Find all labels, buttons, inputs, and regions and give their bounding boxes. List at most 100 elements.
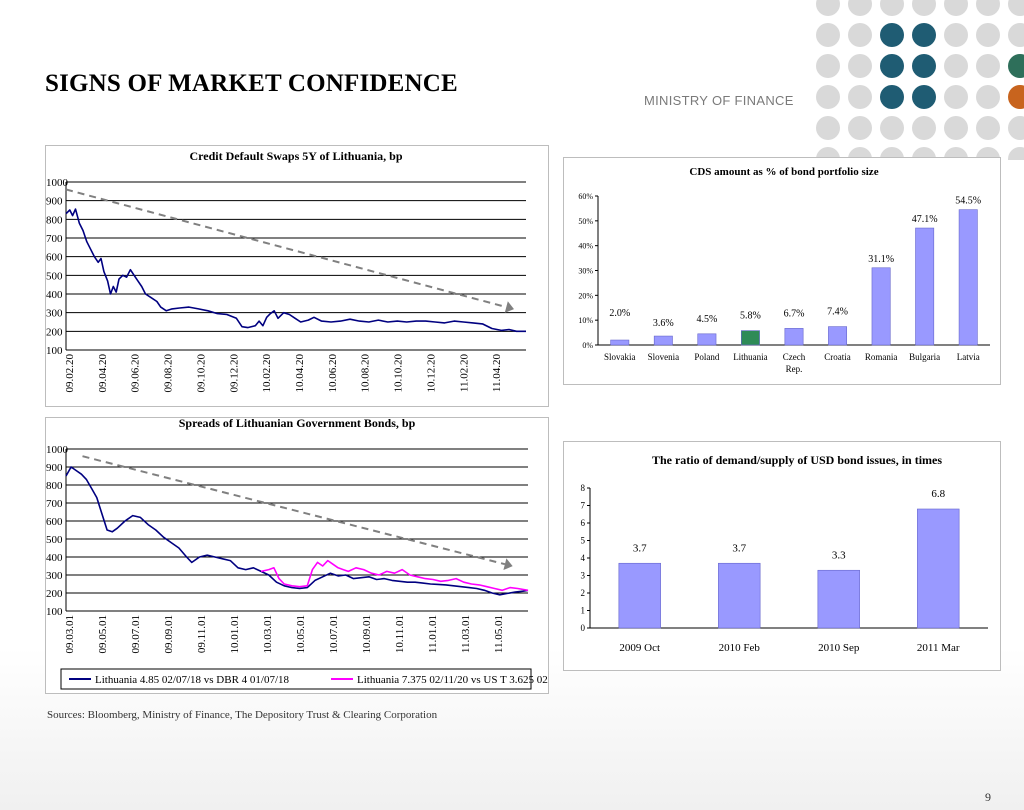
y-tick-label: 800 [46,214,63,226]
decor-dot [816,147,840,160]
decor-dot [976,23,1000,47]
cds-chart-panel: Credit Default Swaps 5Y of Lithuania, bp… [45,145,549,407]
ministry-logo-text: MINISTRY OF FINANCE [644,93,794,108]
decor-dot [976,85,1000,109]
spreads-chart-panel: Spreads of Lithuanian Government Bonds, … [45,417,549,694]
decor-dot [912,85,936,109]
y-tick-label: 5 [581,536,586,546]
x-tick-label: 11.03.01 [460,615,472,653]
y-tick-label: 500 [46,270,63,282]
decor-dot [848,116,872,140]
y-tick-label: 1 [581,606,586,616]
y-tick-label: 100 [46,606,63,618]
category-label: 2010 Feb [719,642,761,654]
y-tick-label: 400 [46,552,63,564]
x-tick-label: 10.12.20 [425,354,437,393]
cds-line-chart: Credit Default Swaps 5Y of Lithuania, bp… [46,149,526,393]
x-tick-label: 10.04.20 [294,354,306,393]
y-tick-label: 20% [578,291,593,300]
bar [828,326,848,346]
y-tick-label: 0 [581,623,586,633]
decor-dot [1008,0,1024,16]
y-tick-label: 3 [581,571,586,581]
y-tick-label: 400 [46,289,63,301]
decorative-dot-grid [816,0,1024,160]
bar [740,330,760,346]
x-tick-label: 10.02.20 [261,354,273,393]
bar [915,227,935,346]
bar [653,335,673,346]
decor-dot [1008,116,1024,140]
x-tick-label: 10.10.20 [393,354,405,393]
page-number: 9 [985,790,991,804]
decor-dot [816,85,840,109]
decor-dot [848,0,872,16]
data-label: 4.5% [696,314,717,325]
trend-arrow-head [504,301,515,313]
chart-title: CDS amount as % of bond portfolio size [689,166,878,178]
x-tick-label: 10.09.01 [361,615,373,654]
bar [917,508,960,629]
bar [718,562,761,629]
x-tick-label: 09.11.01 [196,615,208,653]
y-tick-label: 10% [578,316,593,325]
decor-dot [944,85,968,109]
decor-dot [1008,147,1024,160]
data-label: 6.8 [931,488,945,500]
category-label: Slovakia [604,352,636,362]
y-tick-label: 0% [582,341,593,350]
decor-dot [848,85,872,109]
decor-dot [880,85,904,109]
page-title: SIGNS OF MARKET CONFIDENCE [45,70,458,97]
bar [817,569,860,629]
category-label: Croatia [824,352,851,362]
x-tick-label: 10.01.01 [229,615,241,654]
decor-dot [976,147,1000,160]
legend-entry: Lithuania 7.375 02/11/20 vs US T 3.625 0… [357,674,548,686]
category-label: 2010 Sep [818,642,860,654]
data-label: 3.7 [732,542,746,554]
y-tick-label: 30% [578,267,593,276]
data-label: 31.1% [868,254,894,265]
series-line-2 [260,559,529,592]
y-tick-label: 900 [46,462,63,474]
data-label: 2.0% [609,308,630,319]
demand-supply-chart-panel: The ratio of demand/supply of USD bond i… [563,441,1001,671]
y-tick-label: 200 [46,326,63,338]
series-line-1 [65,208,526,333]
y-tick-label: 1000 [46,177,69,189]
data-label: 3.7 [633,542,647,554]
x-tick-label: 10.06.20 [327,354,339,393]
x-tick-label: 11.01.01 [427,615,439,653]
category-label: Bulgaria [909,352,940,362]
bar [697,333,717,346]
category-label: Rep. [786,364,803,374]
decor-dot [816,54,840,78]
category-label: Lithuania [733,352,768,362]
decor-dot [1008,23,1024,47]
sources-note: Sources: Bloomberg, Ministry of Finance,… [47,709,438,721]
x-tick-label: 09.02.20 [64,354,76,393]
data-label: 47.1% [912,214,938,225]
decor-dot [976,54,1000,78]
x-tick-label: 11.02.20 [458,354,470,393]
y-tick-label: 900 [46,196,63,208]
y-tick-label: 700 [46,498,63,510]
x-tick-label: 09.07.01 [130,615,142,654]
category-label: Czech [783,352,806,362]
data-label: 6.7% [784,308,805,319]
data-label: 3.3 [832,549,846,561]
category-label: Romania [865,352,898,362]
bar [958,209,978,346]
cds-amount-chart-panel: CDS amount as % of bond portfolio size 0%… [563,157,1001,385]
y-tick-label: 8 [581,483,586,493]
decor-dot [912,116,936,140]
decor-dot [1008,85,1024,109]
decor-dot [816,23,840,47]
decor-dot [880,0,904,16]
decor-dot [944,147,968,160]
spreads-line-chart: Spreads of Lithuanian Government Bonds, … [46,418,548,690]
chart-title: Credit Default Swaps 5Y of Lithuania, bp [189,149,402,163]
y-tick-label: 60% [578,192,593,201]
trend-arrow-line [65,188,507,309]
